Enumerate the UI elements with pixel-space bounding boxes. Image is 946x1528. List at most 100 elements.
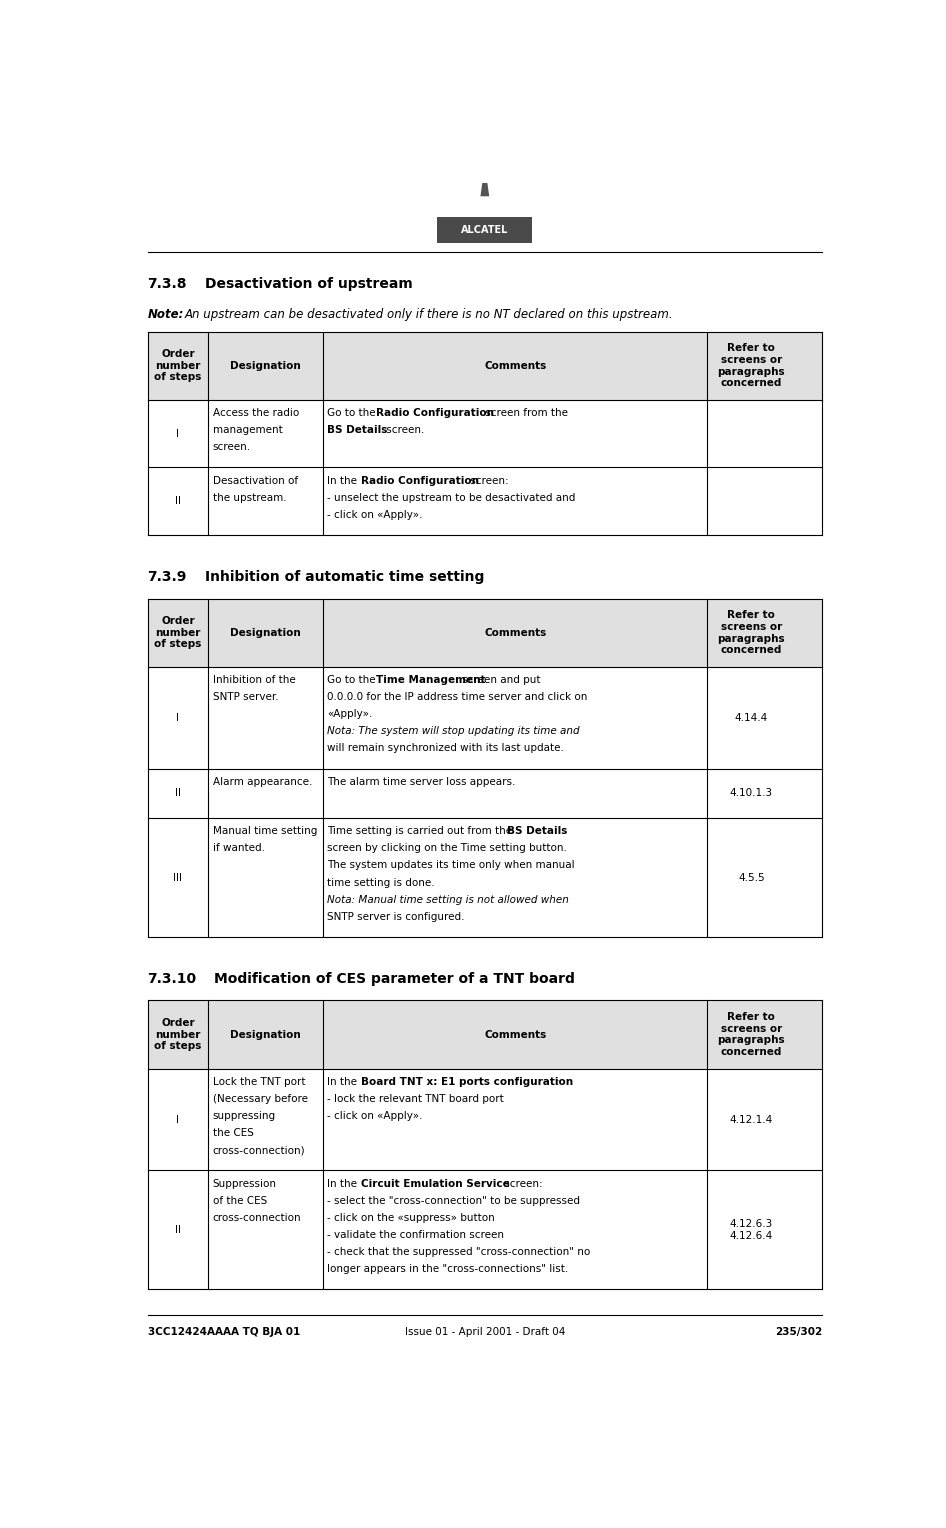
Text: II: II: [175, 788, 181, 799]
Text: 4.12.1.4: 4.12.1.4: [729, 1114, 773, 1125]
Text: BS Details: BS Details: [506, 827, 567, 836]
Text: 4.5.5: 4.5.5: [738, 872, 764, 883]
Text: Designation: Designation: [230, 628, 301, 637]
Text: - click on the «suppress» button: - click on the «suppress» button: [327, 1213, 495, 1222]
Text: Access the radio: Access the radio: [213, 408, 299, 419]
Text: Desactivation of upstream: Desactivation of upstream: [204, 278, 412, 292]
Text: Order
number
of steps: Order number of steps: [154, 348, 201, 382]
Text: screen from the: screen from the: [482, 408, 568, 419]
Text: screen.: screen.: [383, 425, 425, 435]
Text: III: III: [173, 872, 183, 883]
Text: 7.3.8: 7.3.8: [148, 278, 187, 292]
Text: - click on «Apply».: - click on «Apply».: [327, 510, 423, 520]
Text: Comments: Comments: [484, 1030, 546, 1039]
Text: Circuit Emulation Service: Circuit Emulation Service: [361, 1178, 510, 1189]
Text: of the CES: of the CES: [213, 1196, 267, 1206]
Bar: [148, 769, 822, 817]
Text: In the: In the: [327, 1077, 360, 1086]
Bar: [148, 332, 822, 400]
Text: Comments: Comments: [484, 628, 546, 637]
Bar: [148, 1068, 822, 1170]
Text: the CES: the CES: [213, 1128, 254, 1138]
Text: Designation: Designation: [230, 361, 301, 371]
Text: Lock the TNT port: Lock the TNT port: [213, 1077, 306, 1086]
Bar: [148, 599, 822, 666]
Text: cross-connection: cross-connection: [213, 1213, 302, 1222]
Bar: [148, 1170, 822, 1290]
Text: An upstream can be desactivated only if there is no NT declared on this upstream: An upstream can be desactivated only if …: [185, 309, 674, 321]
Text: - validate the confirmation screen: - validate the confirmation screen: [327, 1230, 504, 1239]
Text: Note:: Note:: [148, 309, 184, 321]
Text: In the: In the: [327, 1178, 360, 1189]
FancyBboxPatch shape: [437, 217, 533, 243]
Text: longer appears in the "cross-connections" list.: longer appears in the "cross-connections…: [327, 1264, 569, 1274]
Text: Alarm appearance.: Alarm appearance.: [213, 776, 312, 787]
Text: 0.0.0.0 for the IP address time server and click on: 0.0.0.0 for the IP address time server a…: [327, 692, 587, 703]
Text: screen by clicking on the Time setting button.: screen by clicking on the Time setting b…: [327, 843, 568, 854]
Text: Inhibition of the: Inhibition of the: [213, 675, 295, 685]
Text: 4.10.1.3: 4.10.1.3: [729, 788, 773, 799]
Text: 235/302: 235/302: [775, 1326, 822, 1337]
Text: Designation: Designation: [230, 1030, 301, 1039]
Text: Time Management: Time Management: [376, 675, 485, 685]
Text: Modification of CES parameter of a TNT board: Modification of CES parameter of a TNT b…: [214, 972, 574, 986]
Text: Issue 01 - April 2001 - Draft 04: Issue 01 - April 2001 - Draft 04: [405, 1326, 565, 1337]
Text: - lock the relevant TNT board port: - lock the relevant TNT board port: [327, 1094, 504, 1105]
Text: Order
number
of steps: Order number of steps: [154, 1018, 201, 1051]
Text: Refer to
screens or
paragraphs
concerned: Refer to screens or paragraphs concerned: [717, 1012, 785, 1057]
Text: Refer to
screens or
paragraphs
concerned: Refer to screens or paragraphs concerned: [717, 344, 785, 388]
Text: 4.14.4: 4.14.4: [735, 714, 768, 723]
Text: :: :: [556, 1077, 560, 1086]
Text: screen:: screen:: [500, 1178, 542, 1189]
Text: Refer to
screens or
paragraphs
concerned: Refer to screens or paragraphs concerned: [717, 610, 785, 656]
Text: «Apply».: «Apply».: [327, 709, 373, 720]
Text: suppressing: suppressing: [213, 1111, 276, 1122]
Bar: [148, 400, 822, 468]
Text: The system updates its time only when manual: The system updates its time only when ma…: [327, 860, 575, 871]
Bar: [148, 468, 822, 535]
Text: Order
number
of steps: Order number of steps: [154, 616, 201, 649]
Text: Suppression: Suppression: [213, 1178, 276, 1189]
Text: the upstream.: the upstream.: [213, 494, 287, 503]
Text: Comments: Comments: [484, 361, 546, 371]
Text: 3CC12424AAAA TQ BJA 01: 3CC12424AAAA TQ BJA 01: [148, 1326, 300, 1337]
Text: Board TNT x: E1 ports configuration: Board TNT x: E1 ports configuration: [361, 1077, 573, 1086]
Text: screen.: screen.: [213, 442, 251, 452]
Text: 7.3.9: 7.3.9: [148, 570, 187, 584]
Text: II: II: [175, 1225, 181, 1235]
Text: ALCATEL: ALCATEL: [461, 226, 509, 235]
Text: Time setting is carried out from the: Time setting is carried out from the: [327, 827, 516, 836]
Text: if wanted.: if wanted.: [213, 843, 265, 854]
Text: will remain synchronized with its last update.: will remain synchronized with its last u…: [327, 744, 564, 753]
Text: Inhibition of automatic time setting: Inhibition of automatic time setting: [204, 570, 484, 584]
Text: - unselect the upstream to be desactivated and: - unselect the upstream to be desactivat…: [327, 494, 576, 503]
Text: Manual time setting: Manual time setting: [213, 827, 317, 836]
Text: time setting is done.: time setting is done.: [327, 877, 435, 888]
Text: SNTP server is configured.: SNTP server is configured.: [327, 912, 464, 921]
Text: Radio Configuration: Radio Configuration: [361, 475, 480, 486]
Polygon shape: [481, 165, 489, 196]
Text: (Necessary before: (Necessary before: [213, 1094, 307, 1105]
Text: - click on «Apply».: - click on «Apply».: [327, 1111, 423, 1122]
Text: I: I: [176, 429, 180, 439]
Text: SNTP server.: SNTP server.: [213, 692, 278, 703]
Text: I: I: [176, 714, 180, 723]
Text: In the: In the: [327, 475, 360, 486]
Text: Radio Configuration: Radio Configuration: [376, 408, 494, 419]
Text: screen and put: screen and put: [460, 675, 541, 685]
Bar: [148, 817, 822, 937]
Text: cross-connection): cross-connection): [213, 1144, 306, 1155]
Text: - select the "cross-connection" to be suppressed: - select the "cross-connection" to be su…: [327, 1196, 580, 1206]
Text: Desactivation of: Desactivation of: [213, 475, 298, 486]
Text: - check that the suppressed "cross-connection" no: - check that the suppressed "cross-conne…: [327, 1247, 590, 1258]
Bar: [148, 1001, 822, 1068]
Text: screen:: screen:: [467, 475, 509, 486]
Text: II: II: [175, 497, 181, 506]
Text: Nota: Manual time setting is not allowed when: Nota: Manual time setting is not allowed…: [327, 894, 569, 905]
Text: 4.12.6.3
4.12.6.4: 4.12.6.3 4.12.6.4: [729, 1219, 773, 1241]
Bar: [148, 666, 822, 769]
Text: management: management: [213, 425, 283, 435]
Text: Go to the: Go to the: [327, 408, 379, 419]
Text: The alarm time server loss appears.: The alarm time server loss appears.: [327, 776, 516, 787]
Text: Go to the: Go to the: [327, 675, 379, 685]
